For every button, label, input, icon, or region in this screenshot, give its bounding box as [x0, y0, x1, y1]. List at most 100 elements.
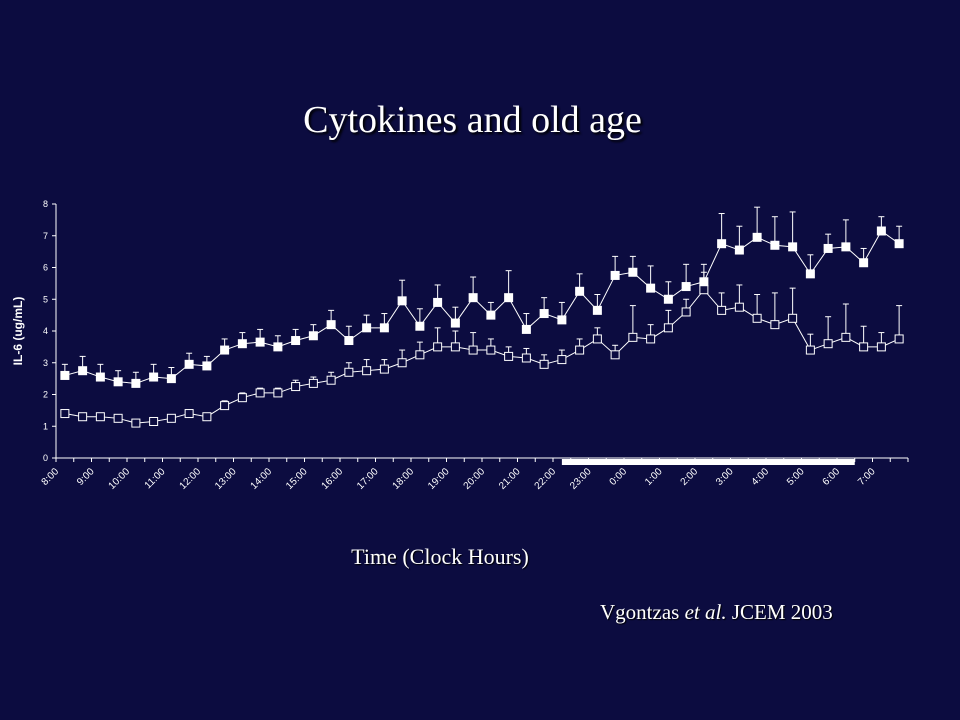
data-point-open [220, 401, 230, 411]
data-point-open [450, 342, 460, 352]
data-point-open [752, 313, 762, 323]
data-point-open [237, 393, 247, 403]
data-point-open [521, 353, 531, 363]
x-tick-label: 2:00 [679, 466, 701, 488]
x-tick-label: 14:00 [249, 466, 275, 492]
data-point-filled [220, 345, 230, 355]
data-point-open [433, 342, 443, 352]
data-point-filled [752, 232, 762, 242]
y-tick-label: 3 [43, 358, 48, 368]
x-tick-label: 9:00 [75, 466, 97, 488]
data-point-open [894, 334, 904, 344]
data-point-open [255, 388, 265, 398]
data-point-filled [788, 242, 798, 252]
citation: Vgontzas et al. JCEM 2003 [600, 600, 920, 625]
data-point-open [308, 378, 318, 388]
data-point-open [362, 366, 372, 376]
data-point-filled [60, 370, 70, 380]
x-tick-label: 10:00 [107, 466, 133, 492]
data-point-filled [646, 283, 656, 293]
data-point-open [415, 350, 425, 360]
data-point-open [131, 418, 141, 428]
data-point-filled [734, 245, 744, 255]
data-point-filled [326, 320, 336, 330]
data-point-filled [504, 293, 514, 303]
data-point-open [841, 332, 851, 342]
data-point-filled [184, 359, 194, 369]
x-tick-label: 8:00 [40, 466, 62, 488]
data-point-open [78, 412, 88, 422]
data-point-open [397, 358, 407, 368]
data-point-open [681, 307, 691, 317]
sleep-bar [561, 459, 855, 465]
data-point-open [202, 412, 212, 422]
y-tick-label: 8 [43, 199, 48, 209]
data-point-open [149, 416, 159, 426]
data-point-filled [237, 339, 247, 349]
series-open [60, 271, 904, 428]
data-point-filled [876, 226, 886, 236]
x-tick-label: 12:00 [178, 466, 204, 492]
x-tick-label: 22:00 [533, 466, 559, 492]
x-tick-label: 21:00 [497, 466, 523, 492]
data-point-filled [255, 337, 265, 347]
data-point-filled [131, 378, 141, 388]
x-tick-label: 0:00 [608, 466, 630, 488]
data-point-filled [859, 258, 869, 268]
data-point-filled [397, 296, 407, 306]
data-point-open [486, 345, 496, 355]
data-point-open [575, 345, 585, 355]
data-point-open [876, 342, 886, 352]
data-point-open [273, 388, 283, 398]
data-point-filled [663, 294, 673, 304]
data-point-open [504, 351, 514, 361]
data-point-open [717, 305, 727, 315]
x-tick-label: 3:00 [714, 466, 736, 488]
x-tick-label: 4:00 [750, 466, 772, 488]
data-point-filled [433, 297, 443, 307]
x-tick-label: 19:00 [426, 466, 452, 492]
y-tick-label: 2 [43, 390, 48, 400]
data-point-filled [681, 282, 691, 292]
data-point-filled [273, 342, 283, 352]
y-tick-label: 4 [43, 326, 48, 336]
plot-area [60, 206, 904, 428]
data-point-filled [575, 286, 585, 296]
citation-journal: JCEM 2003 [731, 600, 833, 624]
data-point-filled [823, 243, 833, 253]
data-point-open [539, 359, 549, 369]
x-tick-label: 6:00 [821, 466, 843, 488]
data-point-filled [379, 323, 389, 333]
data-point-filled [149, 372, 159, 382]
data-point-filled [362, 323, 372, 333]
data-point-filled [717, 239, 727, 249]
y-tick-label: 1 [43, 421, 48, 431]
citation-author: Vgontzas [600, 600, 680, 624]
x-tick-label: 16:00 [320, 466, 346, 492]
data-point-filled [344, 336, 354, 346]
x-tick-label: 20:00 [462, 466, 488, 492]
data-point-filled [841, 242, 851, 252]
slide-title: Cytokines and old age [303, 99, 642, 141]
data-point-open [326, 375, 336, 385]
data-point-open [113, 413, 123, 423]
data-point-open [734, 302, 744, 312]
data-point-filled [113, 377, 123, 387]
data-point-filled [468, 293, 478, 303]
data-point-open [628, 332, 638, 342]
data-point-open [60, 409, 70, 419]
data-point-filled [521, 324, 531, 334]
data-point-filled [557, 315, 567, 325]
x-tick-label: 7:00 [856, 466, 878, 488]
data-point-filled [894, 239, 904, 249]
data-point-filled [770, 240, 780, 250]
x-tick-label: 11:00 [143, 466, 168, 491]
data-point-open [291, 382, 301, 392]
data-point-filled [450, 318, 460, 328]
y-tick-label: 5 [43, 294, 48, 304]
data-point-open [184, 409, 194, 419]
data-point-open [166, 413, 176, 423]
x-tick-label: 23:00 [568, 466, 594, 492]
data-point-filled [78, 366, 88, 376]
